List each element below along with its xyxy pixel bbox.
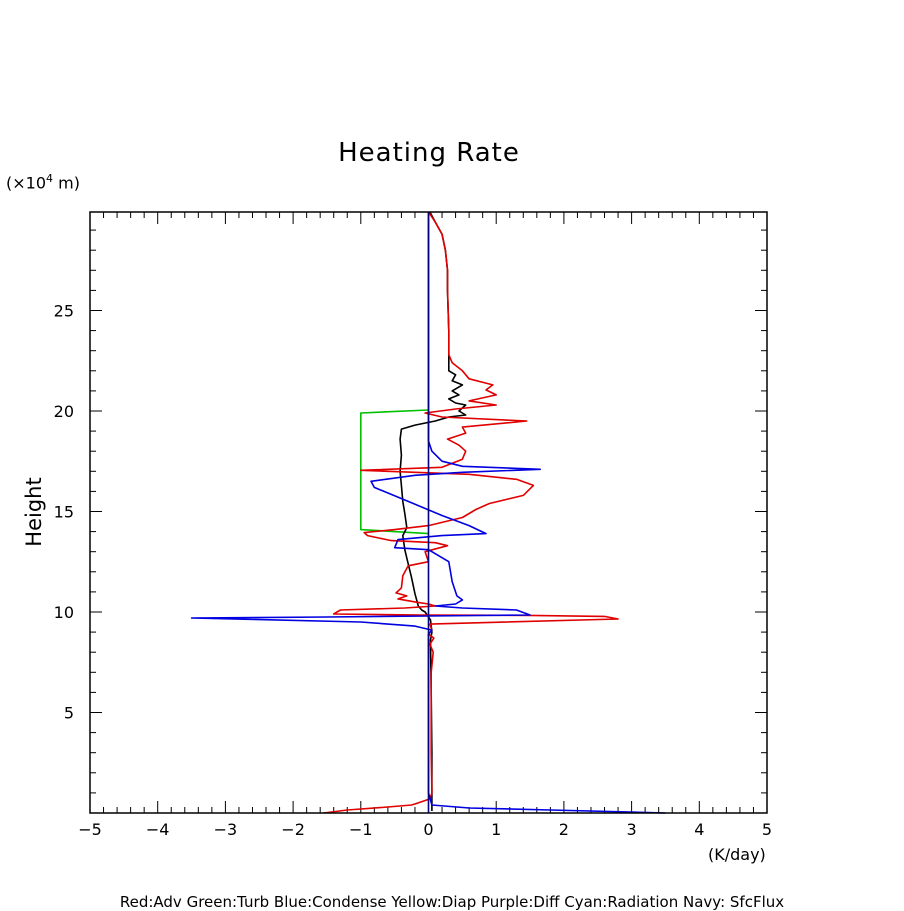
x-tick-label: 1 xyxy=(491,820,501,839)
y-tick-label: 10 xyxy=(54,603,74,622)
legend-caption: Red:Adv Green:Turb Blue:Condense Yellow:… xyxy=(119,893,785,911)
x-tick-label: 0 xyxy=(423,820,433,839)
y-tick-label: 15 xyxy=(54,502,74,521)
x-tick-label: −2 xyxy=(281,820,305,839)
x-tick-label: −4 xyxy=(146,820,170,839)
axis-tick-labels: −5 −4 −3 −2 −1 0 1 2 3 4 5 5 10 15 20 25 xyxy=(54,301,772,839)
y-unit-exponent: 4 xyxy=(46,172,54,185)
y-unit-suffix: m) xyxy=(53,173,80,193)
y-unit-prefix: (×10 xyxy=(6,173,47,193)
series-line-3 xyxy=(190,212,666,814)
plot-frame xyxy=(89,211,768,814)
x-tick-label: 4 xyxy=(694,820,704,839)
chart-title: Heating Rate xyxy=(338,138,520,168)
x-axis-unit: (K/day) xyxy=(708,845,766,864)
series-lines xyxy=(190,211,666,814)
x-tick-label: −3 xyxy=(214,820,238,839)
series-line-2 xyxy=(323,211,619,814)
y-tick-label: 5 xyxy=(64,703,74,722)
x-tick-label: 2 xyxy=(559,820,569,839)
x-tick-label: −5 xyxy=(78,820,102,839)
y-axis-unit: (×104 m) xyxy=(6,172,80,192)
x-tick-label: 5 xyxy=(762,820,772,839)
x-tick-label: 3 xyxy=(627,820,637,839)
x-tick-label: −1 xyxy=(349,820,373,839)
y-tick-label: 20 xyxy=(54,402,74,421)
y-tick-label: 25 xyxy=(54,301,74,320)
y-axis-label: Height xyxy=(22,477,46,547)
